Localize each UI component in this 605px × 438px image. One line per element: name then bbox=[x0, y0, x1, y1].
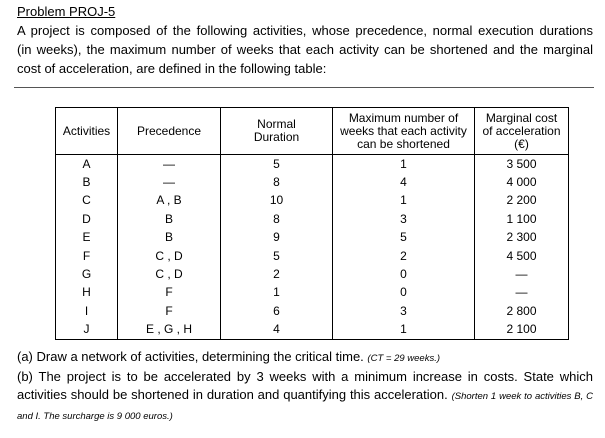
table-cell: 4 000 bbox=[474, 173, 569, 192]
table-row: B —8 4 4 000 bbox=[55, 173, 569, 192]
table-cell: 2 100 bbox=[474, 320, 569, 340]
question-a: (a) Draw a network of activities, determ… bbox=[17, 348, 593, 368]
table-row: A —5 1 3 500 bbox=[55, 154, 569, 174]
table-cell: F bbox=[117, 302, 221, 321]
table-cell: C , D bbox=[117, 246, 221, 266]
table-cell: 5 bbox=[220, 154, 333, 174]
column-header: Precedence bbox=[117, 107, 221, 155]
table-cell: 9 bbox=[220, 228, 333, 247]
table-cell: 2 800 bbox=[474, 302, 569, 321]
table-cell: 2 200 bbox=[474, 191, 569, 211]
table-cell: 8 bbox=[220, 210, 333, 229]
table-cell: 0 bbox=[332, 265, 475, 284]
header-line: Maximum number of bbox=[348, 110, 459, 125]
table-cell: 3 500 bbox=[474, 154, 569, 174]
questions: (a) Draw a network of activities, determ… bbox=[17, 348, 593, 426]
table-cell: F bbox=[117, 283, 221, 303]
question-text: (a) Draw a network of activities, determ… bbox=[17, 349, 364, 364]
intro-line: cost of acceleration, are defined in the… bbox=[17, 61, 327, 76]
header-line: (€) bbox=[514, 136, 529, 151]
answer-hint: (CT = 29 weeks.) bbox=[367, 353, 441, 364]
table-cell: C bbox=[55, 191, 118, 211]
answer-hint: (Shorten 1 week to activities B, C and I… bbox=[17, 391, 593, 422]
activities-table: Activities Precedence Normal Duration Maximu… bbox=[55, 107, 569, 340]
header-line: Normal bbox=[257, 117, 296, 131]
table-cell: C , D bbox=[117, 265, 221, 284]
header-line: Duration bbox=[253, 130, 300, 144]
table-cell: 6 bbox=[220, 302, 333, 321]
table-cell: A bbox=[55, 154, 118, 174]
table-cell: D bbox=[55, 210, 118, 229]
header-row: Activities Precedence Normal Duration Maximu… bbox=[55, 107, 569, 155]
table-cell: 1 bbox=[332, 320, 475, 340]
table-cell: F bbox=[55, 246, 118, 266]
table-cell: — bbox=[474, 283, 569, 303]
table-cell: 10 bbox=[220, 191, 333, 211]
table-cell: 4 500 bbox=[474, 246, 569, 266]
table-cell: — bbox=[474, 265, 569, 284]
table-cell: 4 bbox=[220, 320, 333, 340]
table-cell: 8 bbox=[220, 173, 333, 192]
table-cell: 4 bbox=[332, 173, 475, 192]
header-line: weeks that each activity bbox=[340, 123, 467, 138]
header-line: Activities bbox=[62, 123, 111, 138]
table-cell: B bbox=[117, 228, 221, 247]
table-cell: 1 100 bbox=[474, 210, 569, 229]
table-cell: H bbox=[55, 283, 118, 303]
table-cell: 0 bbox=[332, 283, 475, 303]
table-cell: 2 300 bbox=[474, 228, 569, 247]
table-cell: B bbox=[117, 210, 221, 229]
table-cell: J bbox=[55, 320, 118, 340]
table-body: A —5 1 3 500 B —8 4 4 000 C A , B 10 1 2 200 D B 8 3 1 10… bbox=[55, 154, 569, 340]
column-header: Activities bbox=[55, 107, 118, 155]
question-text: (b) The project is to be accelerated by … bbox=[17, 369, 593, 402]
table-cell: A , B bbox=[117, 191, 221, 211]
table-cell: I bbox=[55, 302, 118, 321]
table-cell: E , G , H bbox=[117, 320, 221, 340]
table-cell: 3 bbox=[332, 302, 475, 321]
table-cell: 1 bbox=[332, 191, 475, 211]
header-line: can be shortened bbox=[357, 136, 450, 151]
column-header: Marginal cost of acceleration (€) bbox=[474, 107, 569, 155]
separator bbox=[14, 87, 594, 88]
table-cell: E bbox=[55, 228, 118, 247]
table-row: H F 1 0— bbox=[55, 283, 569, 303]
header-line: Precedence bbox=[136, 123, 202, 138]
table-cell: 5 bbox=[332, 228, 475, 247]
table-cell: 1 bbox=[332, 154, 475, 174]
header-line: of acceleration bbox=[482, 123, 561, 138]
table-cell: 2 bbox=[220, 265, 333, 284]
table-cell: 3 bbox=[332, 210, 475, 229]
intro-line: A project is composed of the following a… bbox=[17, 23, 593, 38]
problem-title: Problem PROJ-5 bbox=[17, 4, 116, 19]
table-cell: G bbox=[55, 265, 118, 284]
question-b: (b) The project is to be accelerated by … bbox=[17, 368, 593, 426]
table-cell: 5 bbox=[220, 246, 333, 266]
header-line: Marginal cost bbox=[485, 110, 558, 125]
column-header: Normal Duration bbox=[220, 107, 333, 155]
intro-line: (in weeks), the maximum number of weeks … bbox=[17, 42, 593, 57]
table-cell: — bbox=[117, 154, 221, 174]
table-cell: — bbox=[117, 173, 221, 192]
table-cell: 2 bbox=[332, 246, 475, 266]
intro: A project is composed of the following a… bbox=[17, 21, 593, 78]
column-header: Maximum number of weeks that each activit… bbox=[332, 107, 475, 155]
table-cell: 1 bbox=[220, 283, 333, 303]
table-cell: B bbox=[55, 173, 118, 192]
